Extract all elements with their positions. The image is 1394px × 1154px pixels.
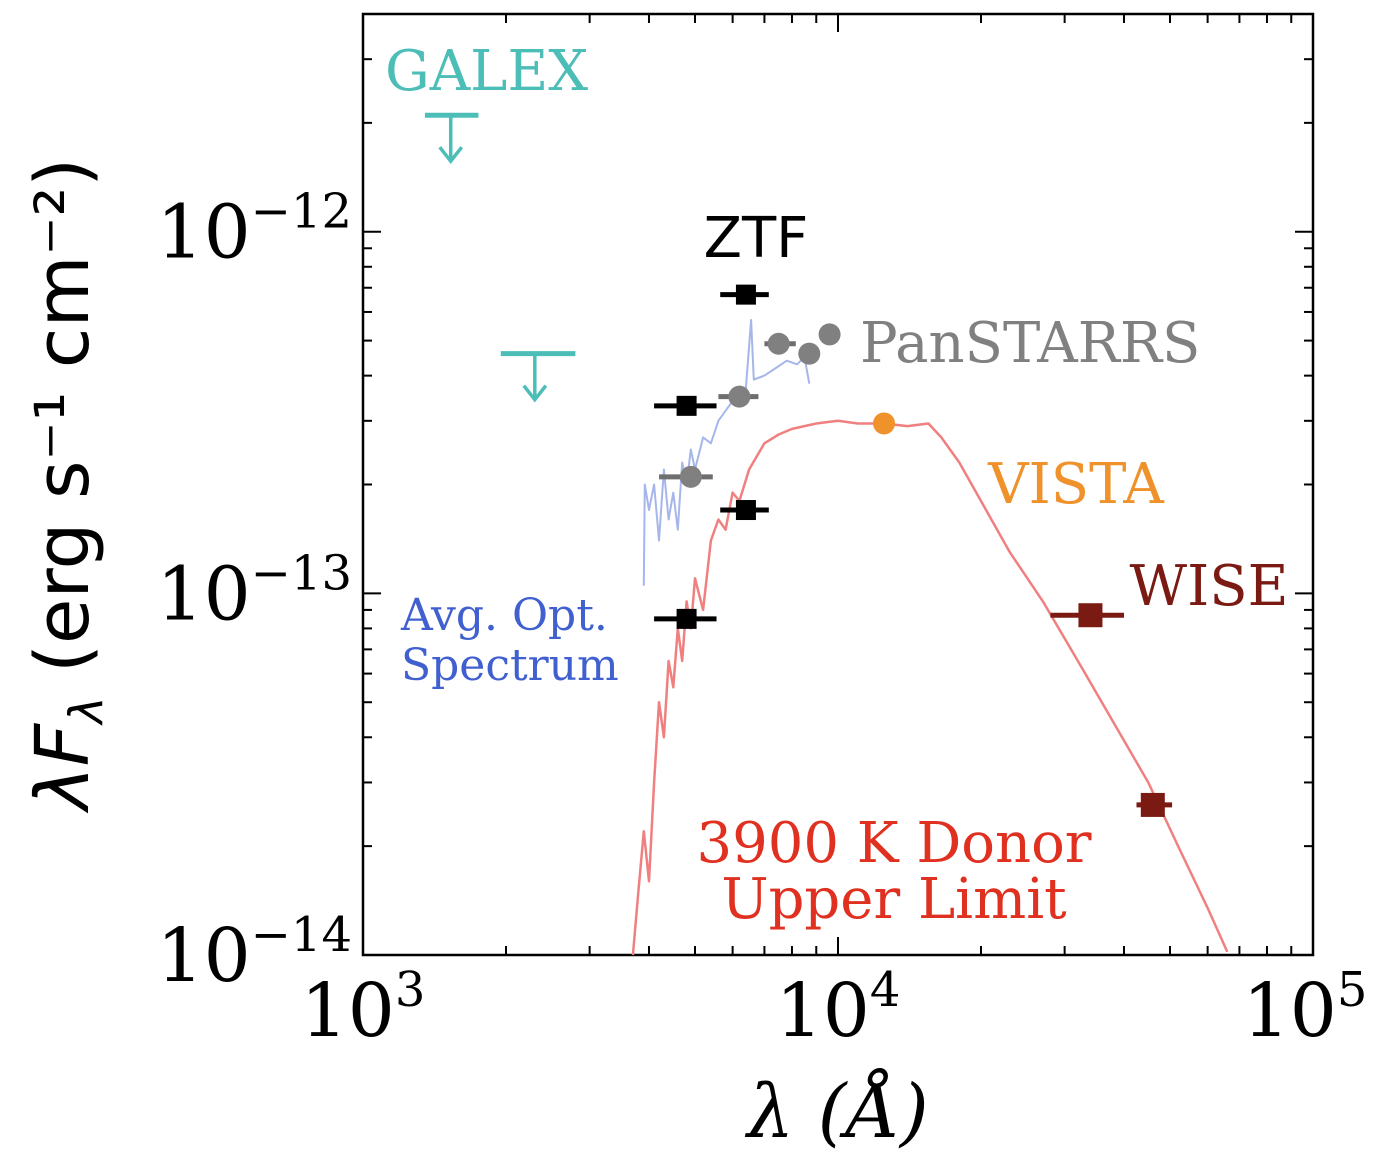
- wise-point: [1078, 603, 1103, 628]
- y-tick-base: 10: [157, 913, 251, 999]
- curves: [631, 319, 1229, 956]
- y-tick-base: 10: [157, 190, 251, 276]
- optical-spectrum-label-line: Spectrum: [401, 640, 619, 691]
- x-tick-base: 10: [1243, 968, 1337, 1054]
- x-tick-exponent: 3: [395, 962, 426, 1018]
- series-labels: GALEX ZTF PanSTARRS VISTA WISE Avg. Opt.Spect…: [385, 39, 1288, 932]
- ylabel-symbol: λF: [20, 722, 106, 814]
- wise-label: WISE: [1130, 554, 1289, 619]
- vista-label: VISTA: [987, 452, 1164, 517]
- ztf-point: [676, 395, 697, 416]
- ztf-point: [676, 608, 697, 629]
- x-axis-label: λ (Å): [744, 1067, 929, 1154]
- donor-label-line: Upper Limit: [721, 867, 1067, 932]
- y-tick-label: 10−14: [157, 907, 352, 999]
- ztf-point: [735, 284, 756, 305]
- ylabel-units: (erg s⁻¹ cm⁻²): [20, 158, 106, 697]
- galex-limit-arrow-head: [438, 146, 464, 165]
- panstarrs-point: [798, 342, 821, 365]
- y-tick-base: 10: [157, 551, 251, 637]
- galex-limit-arrow-head: [522, 384, 548, 403]
- x-tick-label: 104: [776, 962, 901, 1054]
- donor-model-curve: [631, 419, 1229, 956]
- galex-label: GALEX: [385, 39, 588, 104]
- y-tick-exponent: −13: [251, 545, 352, 601]
- panstarrs-point: [818, 323, 841, 346]
- panstarrs-point: [728, 385, 751, 408]
- x-tick-label: 105: [1243, 962, 1368, 1054]
- panstarrs-point: [767, 332, 790, 355]
- panstarrs-label: PanSTARRS: [860, 311, 1200, 376]
- y-axis-label-group: λFλ (erg s⁻¹ cm⁻²): [20, 158, 113, 814]
- axis-ticks: [362, 13, 1313, 956]
- plot-area: GALEX ZTF PanSTARRS VISTA WISE Avg. Opt.Spect…: [361, 12, 1315, 957]
- y-tick-label: 10−13: [157, 545, 352, 637]
- panstarrs-point: [679, 465, 702, 488]
- wise-point: [1140, 792, 1165, 817]
- ylabel-subscript: λ: [59, 697, 113, 727]
- y-tick-exponent: −12: [251, 184, 352, 240]
- y-tick-label: 10−12: [157, 184, 352, 276]
- vista-point: [873, 412, 896, 435]
- y-axis-label: λFλ (erg s⁻¹ cm⁻²): [20, 158, 113, 814]
- markers: [424, 112, 1173, 817]
- y-tick-exponent: −14: [251, 907, 352, 963]
- optical-spectrum-curve: [642, 319, 811, 586]
- x-tick-base: 10: [301, 968, 395, 1054]
- x-tick-exponent: 5: [1337, 962, 1368, 1018]
- optical-spectrum-label-line: Avg. Opt.: [400, 590, 608, 641]
- ztf-label: ZTF: [704, 206, 809, 271]
- x-tick-exponent: 4: [870, 962, 901, 1018]
- x-tick-base: 10: [776, 968, 870, 1054]
- x-tick-label: 103: [301, 962, 426, 1054]
- donor-label-line: 3900 K Donor: [696, 811, 1091, 876]
- ztf-point: [735, 500, 756, 521]
